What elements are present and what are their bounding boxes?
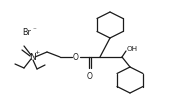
Text: ⁻: ⁻ [33, 27, 37, 33]
Text: O: O [87, 72, 93, 81]
Text: N: N [29, 53, 35, 61]
Text: +: + [34, 50, 40, 55]
Text: OH: OH [127, 46, 138, 52]
Text: O: O [73, 53, 79, 61]
Text: Br: Br [22, 28, 31, 37]
